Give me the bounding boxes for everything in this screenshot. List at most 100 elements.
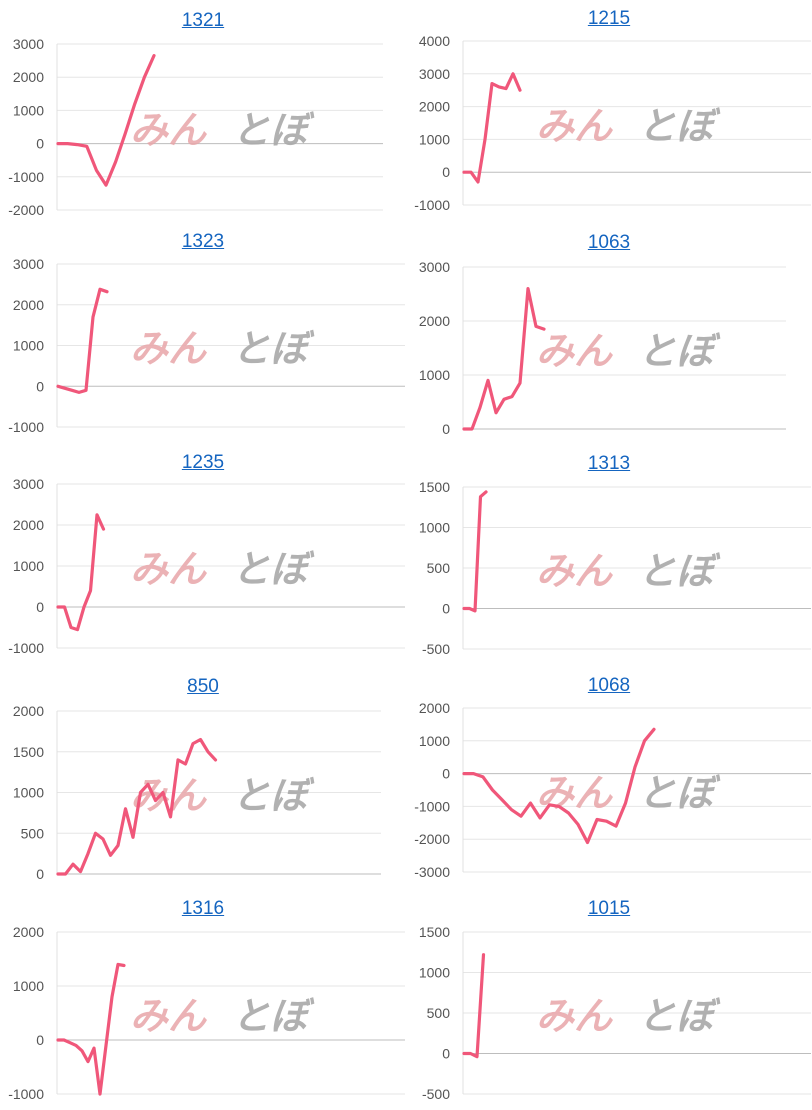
- watermark: みん とぼ: [536, 549, 721, 593]
- y-tick-label: 0: [442, 164, 450, 180]
- y-tick-label: 0: [36, 599, 44, 615]
- series-line: [56, 962, 126, 1096]
- series-line: [56, 287, 109, 394]
- chart-title-link[interactable]: 1215: [587, 8, 631, 29]
- chart-panel: 1323 -1000 0 1000 2000 3000 みん とぼ: [0, 231, 406, 439]
- y-tick-label: 0: [36, 866, 44, 882]
- watermark-right-text: とぼ: [638, 329, 721, 373]
- chart-title-link[interactable]: 1313: [587, 453, 631, 474]
- chart-panel: 1215 -1000 0 1000 2000 3000 4000 みん とぼ: [406, 8, 812, 217]
- watermark: みん とぼ: [130, 547, 315, 591]
- series-line: [462, 727, 656, 845]
- y-tick-label: 500: [427, 560, 451, 576]
- watermark: みん とぼ: [130, 774, 315, 818]
- y-tick-label: 0: [442, 1046, 450, 1062]
- watermark-right-text: とぼ: [638, 771, 721, 815]
- y-tick-label: 3000: [13, 36, 44, 52]
- y-tick-label: 1000: [13, 785, 44, 801]
- y-tick-label: 1000: [419, 131, 450, 147]
- y-tick-label: 1500: [419, 479, 450, 495]
- y-tick-label: -1000: [8, 169, 44, 185]
- watermark-left-text: みん: [536, 549, 613, 593]
- y-tick-label: -1000: [414, 197, 450, 213]
- y-tick-label: -2000: [8, 202, 44, 218]
- chart-title-link[interactable]: 1316: [181, 898, 225, 919]
- y-tick-label: 1000: [13, 978, 44, 994]
- watermark: みん とぼ: [130, 108, 315, 152]
- y-tick-label: 3000: [419, 66, 450, 82]
- chart-title-link[interactable]: 850: [187, 676, 219, 697]
- watermark: みん とぼ: [536, 104, 721, 148]
- chart-panel: 1313 -500 0 500 1000 1500 みん とぼ: [406, 453, 812, 661]
- y-tick-label: 4000: [419, 33, 450, 49]
- chart-panel: 1235 -1000 0 1000 2000 3000 みん とぼ: [0, 452, 406, 660]
- chart-panel: 1068 -3000 -2000 -1000 0 1000 2000 みん とぼ: [406, 675, 812, 884]
- watermark-left-text: みん: [130, 547, 207, 591]
- y-tick-label: 1000: [13, 338, 44, 354]
- y-tick-label: 0: [442, 601, 450, 617]
- y-tick-label: 2000: [13, 517, 44, 533]
- chart-panel: 1316 -1000 0 1000 2000 みん とぼ: [0, 898, 406, 1106]
- watermark: みん とぼ: [536, 771, 721, 815]
- y-tick-label: 1500: [419, 924, 450, 940]
- watermark: みん とぼ: [130, 994, 315, 1038]
- watermark-right-text: とぼ: [638, 104, 721, 148]
- chart-title-link[interactable]: 1015: [587, 898, 631, 919]
- watermark-right-text: とぼ: [232, 547, 315, 591]
- y-tick-label: 500: [21, 825, 45, 841]
- chart-panel: 1063 0 1000 2000 3000 みん とぼ: [406, 232, 812, 441]
- watermark-right-text: とぼ: [232, 108, 315, 152]
- y-tick-label: 2000: [13, 703, 44, 719]
- series-line: [56, 737, 218, 876]
- chart-title-link[interactable]: 1235: [181, 452, 225, 473]
- watermark: みん とぼ: [536, 329, 721, 373]
- watermark: みん とぼ: [536, 994, 721, 1038]
- watermark-right-text: とぼ: [232, 774, 315, 818]
- y-tick-label: -3000: [414, 864, 450, 880]
- line-chart: -500 0 500 1000 1500 みん とぼ: [419, 924, 811, 1102]
- line-chart: -2000 -1000 0 1000 2000 3000 みん とぼ: [8, 36, 383, 218]
- y-tick-label: 1500: [13, 744, 44, 760]
- y-tick-label: 500: [427, 1005, 451, 1021]
- y-tick-label: 0: [36, 1032, 44, 1048]
- watermark: みん とぼ: [130, 327, 315, 371]
- line-chart: -1000 0 1000 2000 みん とぼ: [8, 924, 405, 1102]
- y-tick-label: 1000: [13, 102, 44, 118]
- series-line: [462, 72, 522, 184]
- line-chart: -1000 0 1000 2000 3000 4000 みん とぼ: [414, 33, 811, 213]
- line-chart: 0 1000 2000 3000 みん とぼ: [419, 259, 786, 437]
- y-tick-label: 0: [36, 378, 44, 394]
- y-tick-label: 2000: [13, 69, 44, 85]
- y-tick-label: 1000: [419, 965, 450, 981]
- y-tick-label: -2000: [414, 831, 450, 847]
- chart-title-link[interactable]: 1068: [587, 675, 631, 696]
- y-tick-label: 1000: [419, 733, 450, 749]
- line-chart: -1000 0 1000 2000 3000 みん とぼ: [8, 256, 405, 435]
- y-tick-label: 3000: [419, 259, 450, 275]
- chart-title-link[interactable]: 1321: [181, 10, 225, 31]
- chart-title-link[interactable]: 1323: [181, 231, 225, 252]
- watermark-left-text: みん: [536, 994, 613, 1038]
- y-tick-label: 0: [442, 421, 450, 437]
- line-chart: 0 500 1000 1500 2000 みん とぼ: [13, 703, 381, 882]
- y-tick-label: -1000: [8, 640, 44, 656]
- y-tick-label: 2000: [13, 297, 44, 313]
- chart-panel: 1321 -2000 -1000 0 1000 2000 3000 みん とぼ: [0, 10, 406, 222]
- series-line: [462, 286, 546, 431]
- y-tick-label: 0: [442, 766, 450, 782]
- watermark-right-text: とぼ: [232, 994, 315, 1038]
- watermark-left-text: みん: [130, 994, 207, 1038]
- y-tick-label: 2000: [13, 924, 44, 940]
- chart-title-link[interactable]: 1063: [587, 232, 631, 253]
- watermark-left-text: みん: [130, 327, 207, 371]
- watermark-right-text: とぼ: [638, 994, 721, 1038]
- chart-panel: 1015 -500 0 500 1000 1500 みん とぼ: [406, 898, 812, 1106]
- y-tick-label: 1000: [419, 520, 450, 536]
- y-tick-label: 2000: [419, 313, 450, 329]
- y-tick-label: -1000: [8, 419, 44, 435]
- watermark-left-text: みん: [130, 108, 207, 152]
- y-tick-label: 0: [36, 136, 44, 152]
- y-tick-label: -1000: [414, 798, 450, 814]
- chart-panel: 850 0 500 1000 1500 2000 みん とぼ: [0, 676, 406, 886]
- line-chart: -500 0 500 1000 1500 みん とぼ: [419, 479, 811, 657]
